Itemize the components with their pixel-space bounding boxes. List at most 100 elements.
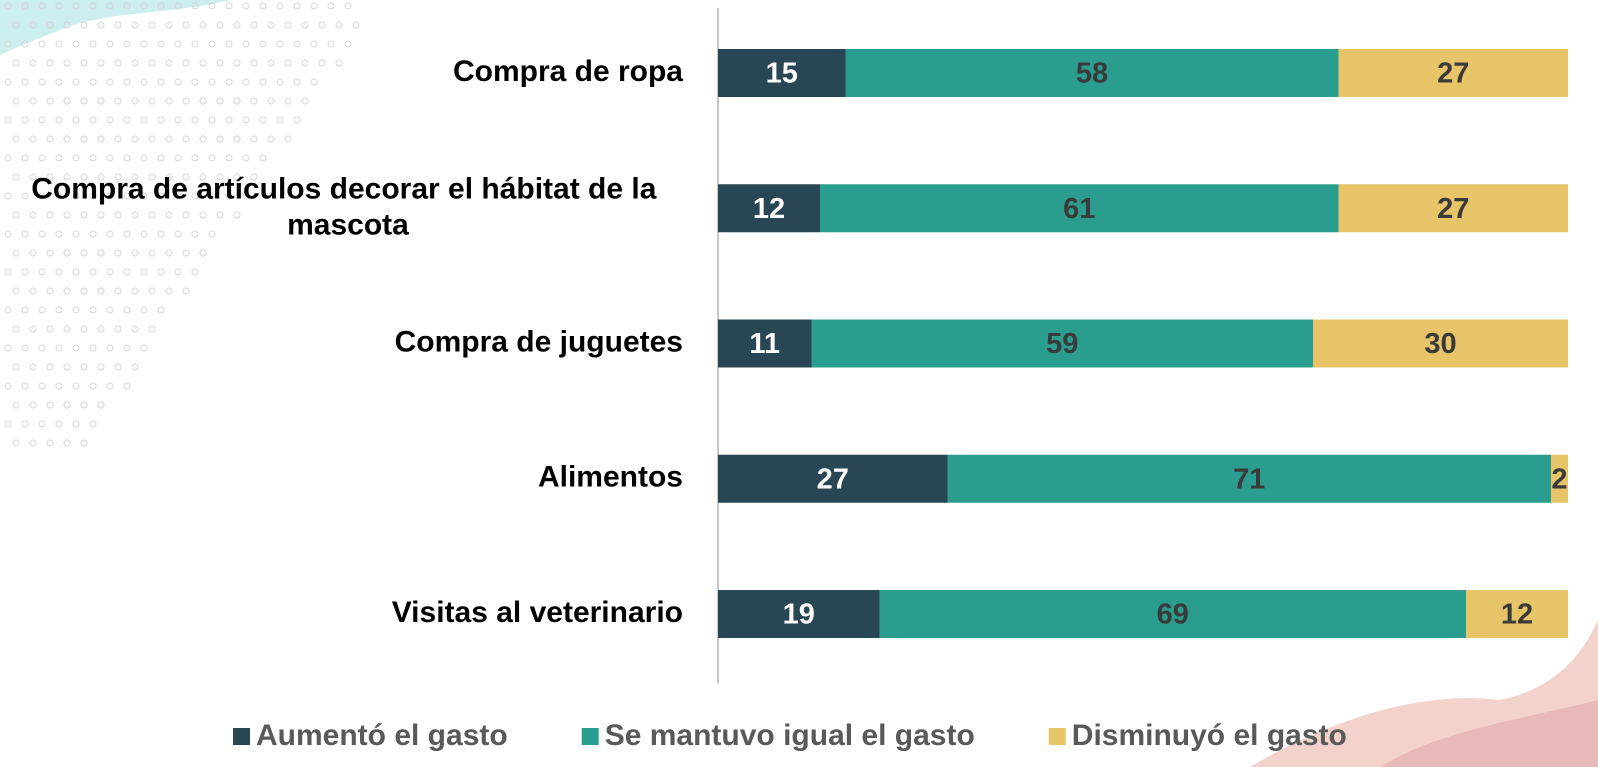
dot	[29, 287, 37, 295]
dot	[21, 344, 29, 352]
dot	[114, 97, 122, 105]
dot	[21, 382, 29, 390]
dot	[293, 40, 301, 48]
dot	[72, 420, 80, 428]
dot	[97, 211, 105, 219]
dot	[4, 40, 12, 48]
legend-label: Disminuyó el gasto	[1072, 719, 1347, 752]
bar-segment	[718, 454, 948, 503]
dot	[38, 268, 46, 276]
dot	[80, 325, 88, 333]
dot	[225, 192, 233, 200]
legend-swatch	[581, 728, 599, 745]
dot	[63, 401, 71, 409]
dot	[165, 211, 173, 219]
dot	[267, 59, 275, 67]
dot	[21, 192, 29, 200]
dot	[21, 230, 29, 238]
dot	[276, 2, 284, 10]
dot	[106, 382, 114, 390]
bar-segment	[718, 49, 846, 97]
dot	[97, 97, 105, 105]
dot	[208, 78, 216, 86]
dot	[29, 97, 37, 105]
dot	[46, 363, 54, 371]
dot	[327, 40, 335, 48]
dot	[46, 135, 54, 143]
dot	[29, 21, 37, 29]
dot	[89, 382, 97, 390]
dot	[106, 40, 114, 48]
dot	[157, 116, 165, 124]
dot	[191, 154, 199, 162]
dot	[276, 78, 284, 86]
dot	[63, 173, 71, 181]
dot	[106, 344, 114, 352]
dot	[123, 2, 131, 10]
dot	[80, 173, 88, 181]
dot	[225, 154, 233, 162]
dot-pattern	[4, 2, 360, 447]
dot	[131, 59, 139, 67]
dot	[114, 287, 122, 295]
dot	[199, 97, 207, 105]
dot	[352, 21, 360, 29]
dot	[38, 116, 46, 124]
dot	[140, 40, 148, 48]
dot	[46, 401, 54, 409]
dot	[225, 116, 233, 124]
category-label: Visitas al veterinario	[392, 596, 683, 629]
dot	[199, 249, 207, 257]
dot	[165, 135, 173, 143]
dot	[284, 135, 292, 143]
dot	[29, 135, 37, 143]
dot	[63, 249, 71, 257]
dot	[12, 211, 20, 219]
dot	[131, 325, 139, 333]
dot	[242, 192, 250, 200]
dot	[89, 306, 97, 314]
dot	[131, 287, 139, 295]
dot	[106, 268, 114, 276]
dot	[208, 2, 216, 10]
dot	[38, 78, 46, 86]
dot	[55, 268, 63, 276]
dot	[216, 135, 224, 143]
dot	[242, 78, 250, 86]
dot	[12, 59, 20, 67]
dot	[165, 21, 173, 29]
dot	[46, 211, 54, 219]
dot	[21, 78, 29, 86]
dot	[174, 268, 182, 276]
dot	[114, 59, 122, 67]
dot	[12, 363, 20, 371]
dot	[191, 192, 199, 200]
dot	[335, 21, 343, 29]
dot	[97, 401, 105, 409]
dot	[259, 116, 267, 124]
dot	[97, 21, 105, 29]
dot	[38, 420, 46, 428]
bar-segment	[1551, 454, 1568, 503]
dot	[233, 97, 241, 105]
dot	[216, 173, 224, 181]
dot	[29, 363, 37, 371]
dot	[318, 59, 326, 67]
dot	[131, 21, 139, 29]
dot	[293, 2, 301, 10]
dot	[80, 59, 88, 67]
dot	[106, 2, 114, 10]
dot	[131, 249, 139, 257]
dot	[131, 97, 139, 105]
dot	[55, 116, 63, 124]
dot	[123, 382, 131, 390]
dot	[72, 154, 80, 162]
dot	[242, 2, 250, 10]
value-label: 11	[749, 328, 780, 360]
dot	[310, 78, 318, 86]
dot	[38, 382, 46, 390]
dot	[72, 116, 80, 124]
dot	[148, 249, 156, 257]
dot	[165, 173, 173, 181]
dot	[233, 211, 241, 219]
